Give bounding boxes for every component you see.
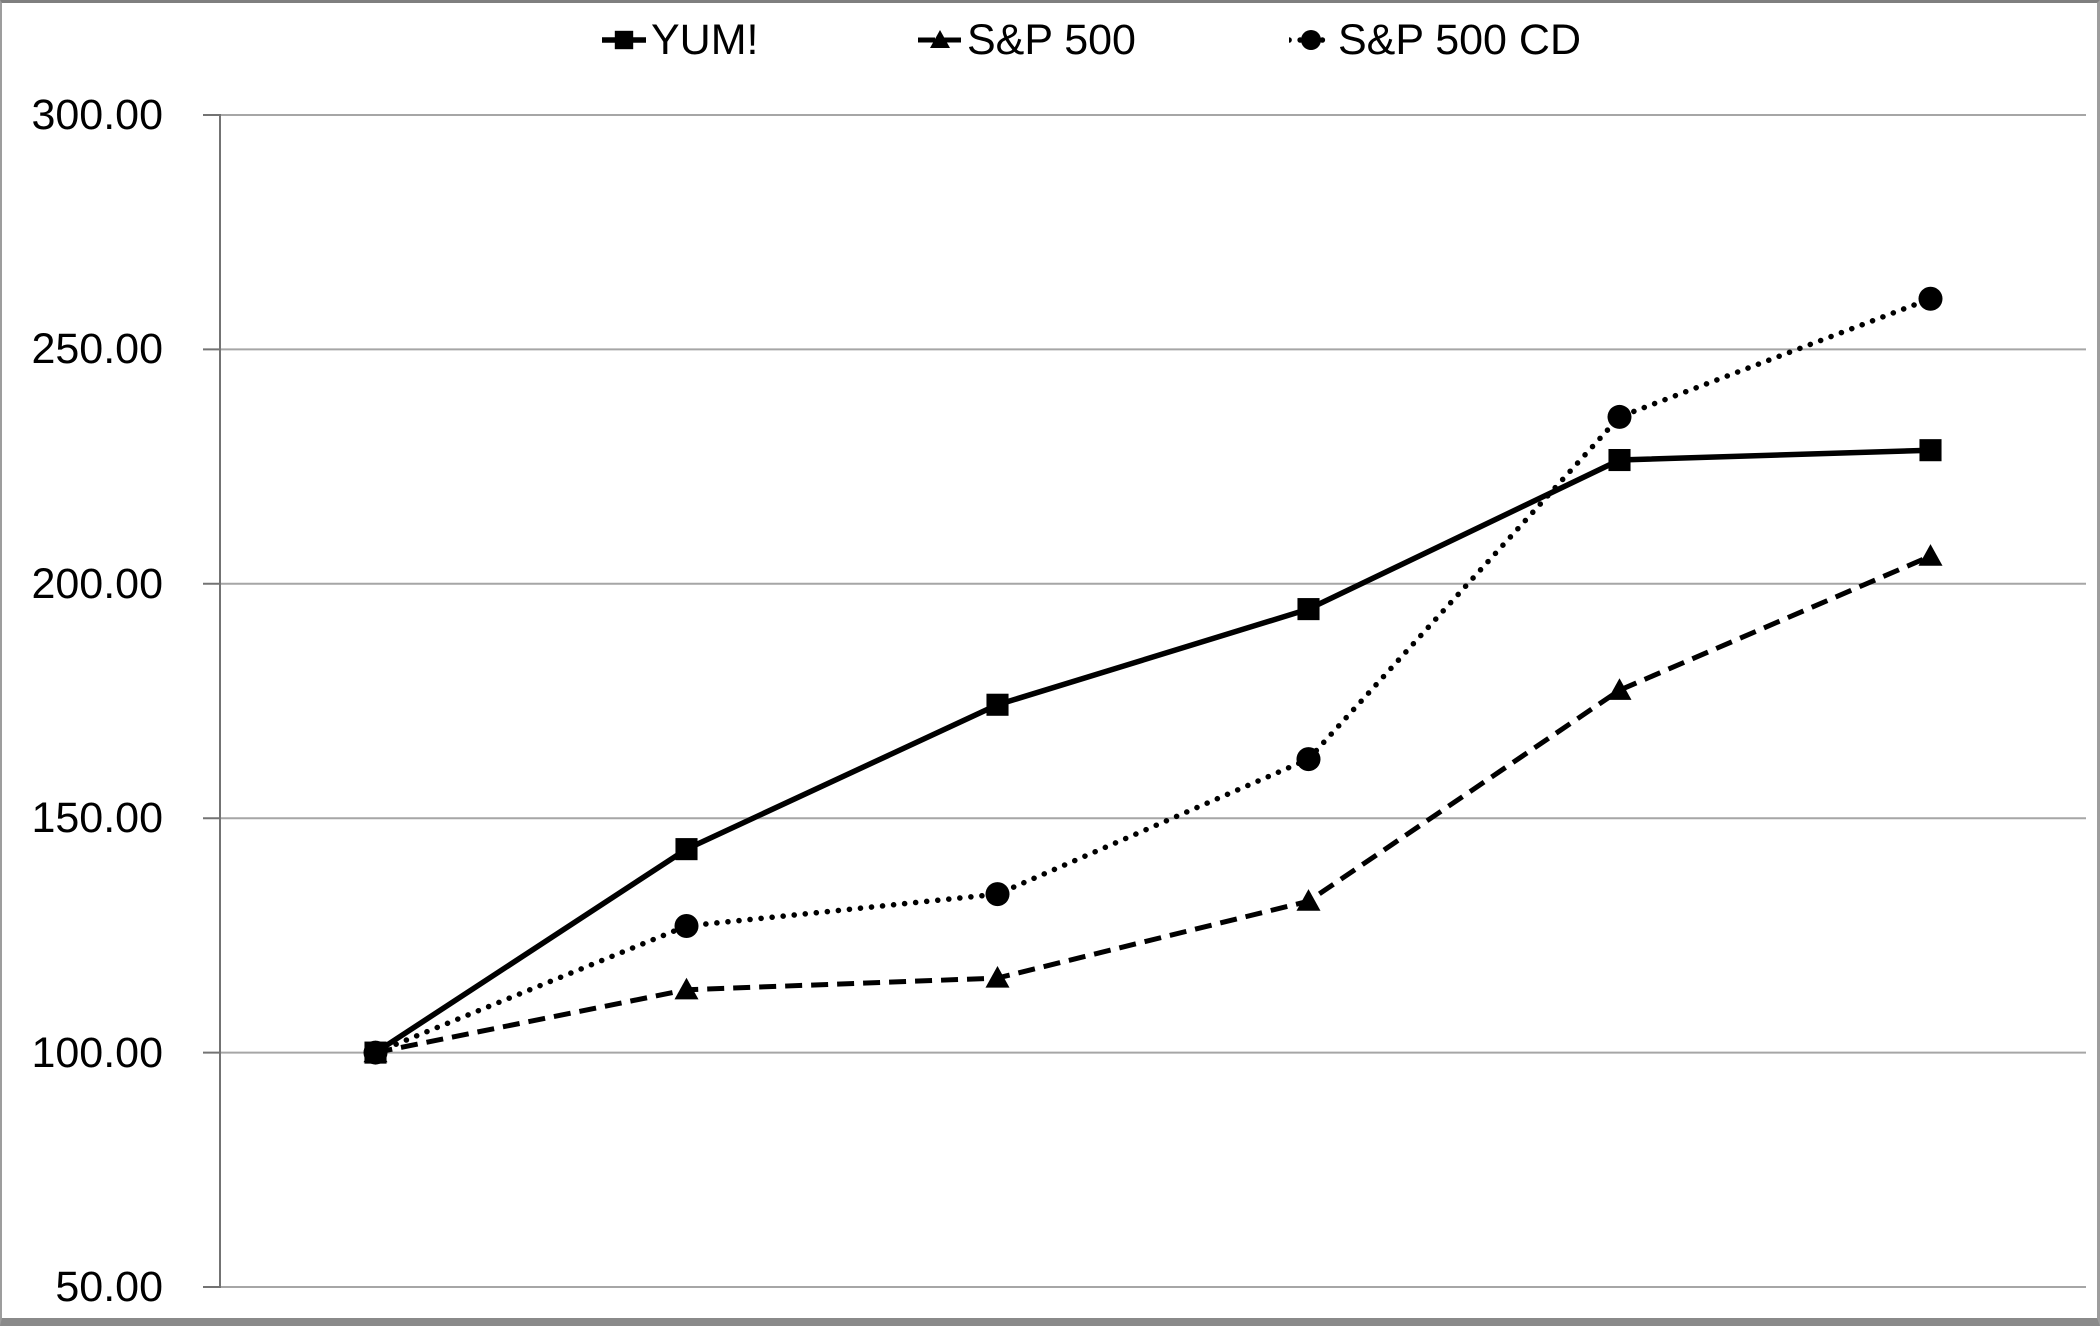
marker-square-yum — [986, 693, 1009, 716]
legend-item-yum: YUM! — [602, 16, 759, 64]
marker-circle-s-p-500-cd — [674, 914, 699, 939]
marker-circle-s-p-500-cd — [1918, 286, 1943, 311]
marker-circle-s-p-500-cd — [985, 882, 1010, 907]
marker-square-yum — [364, 1041, 387, 1064]
marker-triangle-s-p-500 — [1918, 544, 1943, 566]
legend-label-yum: YUM! — [651, 16, 759, 64]
marker-square-yum — [1919, 439, 1942, 462]
marker-square-yum — [675, 838, 698, 861]
y-axis-tick-label: 300.00 — [31, 91, 163, 139]
marker-circle-s-p-500-cd — [1607, 404, 1632, 429]
legend-item-sp500: S&P 500 — [918, 16, 1136, 64]
marker-triangle-s-p-500 — [1607, 678, 1632, 700]
marker-triangle-s-p-500 — [674, 977, 699, 1000]
legend-item-sp500cd: S&P 500 CD — [1289, 16, 1581, 64]
legend-marker-shape-triangle — [930, 30, 950, 48]
marker-square-yum — [1608, 448, 1631, 472]
series-line-s-p-500 — [375, 553, 1932, 1056]
chart-legend: YUM! S&P 500 S&P 500 CD — [0, 0, 2100, 70]
y-axis-tick-label: 200.00 — [31, 559, 163, 608]
y-axis-tick-label: 100.00 — [31, 1028, 163, 1077]
legend-marker-shape-square — [614, 30, 634, 50]
legend-label-sp500: S&P 500 — [967, 16, 1136, 64]
marker-triangle-s-p-500 — [985, 966, 1010, 988]
y-axis-tick-label: 50.00 — [55, 1263, 163, 1311]
series-line-yum — [373, 447, 1931, 1055]
marker-triangle-s-p-500 — [1296, 889, 1321, 911]
marker-square-yum — [1297, 598, 1320, 621]
y-axis-tick-label: 250.00 — [31, 325, 163, 374]
series-line-s-p-500-cd — [372, 296, 1934, 1056]
marker-circle-s-p-500-cd — [1296, 747, 1321, 772]
legend-marker-square-icon — [602, 30, 646, 50]
legend-marker-shape-circle — [1301, 30, 1321, 50]
y-axis-tick-label: 150.00 — [31, 794, 163, 843]
legend-label-sp500cd: S&P 500 CD — [1338, 16, 1582, 64]
legend-marker-circle-icon — [1289, 30, 1333, 50]
legend-marker-triangle-icon — [918, 30, 962, 48]
